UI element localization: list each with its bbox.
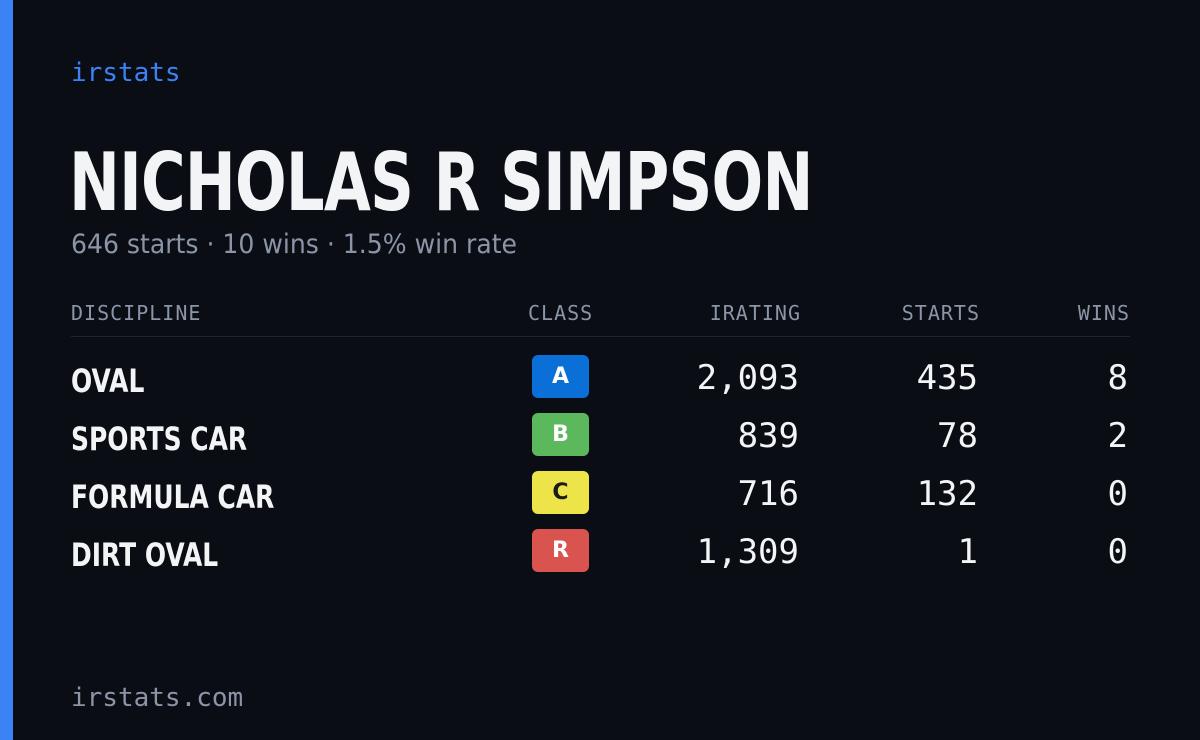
class-badge: R — [532, 529, 589, 572]
table-row: FORMULA CAR C 716 132 0 — [71, 453, 1130, 515]
table-row: OVAL A 2,093 435 8 — [71, 337, 1130, 399]
wins-value: 0 — [1107, 532, 1128, 572]
wins-value: 8 — [1107, 358, 1128, 398]
class-badge: B — [532, 413, 589, 456]
table-row: DIRT OVAL R 1,309 1 0 — [71, 511, 1130, 573]
irating-value: 716 — [737, 474, 799, 514]
accent-bar — [0, 0, 13, 740]
irating-value: 1,309 — [696, 532, 799, 572]
brand-logo-text: irstats — [71, 58, 181, 88]
driver-name: NICHOLAS R SIMPSON — [69, 136, 813, 229]
header-discipline: DISCIPLINE — [71, 301, 202, 325]
header-class: CLASS — [528, 301, 594, 325]
irating-value: 2,093 — [696, 358, 799, 398]
class-badge: C — [532, 471, 589, 514]
header-starts: STARTS — [901, 301, 980, 325]
starts-value: 78 — [937, 416, 978, 456]
discipline-name: SPORTS CAR — [71, 420, 248, 458]
header-irating: IRATING — [709, 301, 801, 325]
discipline-name: FORMULA CAR — [71, 478, 275, 516]
starts-value: 1 — [957, 532, 978, 572]
wins-value: 0 — [1107, 474, 1128, 514]
starts-value: 435 — [916, 358, 978, 398]
wins-value: 2 — [1107, 416, 1128, 456]
class-badge: A — [532, 355, 589, 398]
discipline-name: OVAL — [71, 362, 145, 400]
discipline-name: DIRT OVAL — [71, 536, 219, 574]
driver-summary: 646 starts · 10 wins · 1.5% win rate — [71, 229, 518, 260]
table-row: SPORTS CAR B 839 78 2 — [71, 395, 1130, 457]
footer-domain: irstats.com — [71, 683, 244, 713]
table-header: DISCIPLINE CLASS IRATING STARTS WINS — [71, 296, 1130, 337]
header-wins: WINS — [1077, 301, 1130, 325]
irating-value: 839 — [737, 416, 799, 456]
stats-table: DISCIPLINE CLASS IRATING STARTS WINS OVA… — [71, 296, 1130, 573]
starts-value: 132 — [916, 474, 978, 514]
